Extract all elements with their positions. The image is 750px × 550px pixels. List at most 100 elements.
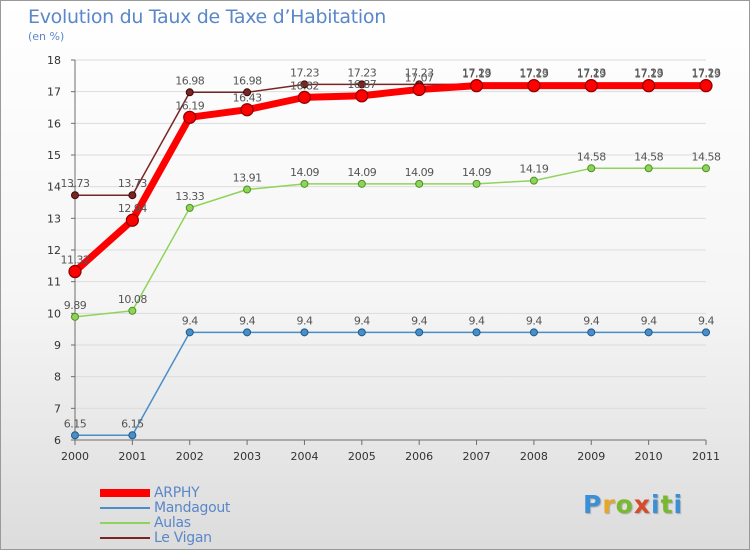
data-point-le-vigan <box>128 191 137 200</box>
data-point-mandagout <box>185 328 194 337</box>
legend-label-le-vigan: Le Vigan <box>154 530 212 546</box>
data-label-aulas: 14.58 <box>577 150 606 163</box>
y-tick-label: 6 <box>54 434 61 447</box>
data-label-mandagout: 6.15 <box>64 417 87 430</box>
data-label-arphy: 12.94 <box>118 202 147 215</box>
data-point-aulas <box>702 164 710 173</box>
data-point-le-vigan <box>71 191 79 200</box>
series-line-le-vigan <box>75 83 706 196</box>
data-point-aulas <box>128 306 137 315</box>
x-tick-label: 2000 <box>61 450 89 463</box>
series-line-mandagout <box>75 331 706 436</box>
legend-swatch-arphy <box>100 489 150 497</box>
data-point-aulas <box>529 176 538 185</box>
data-point-le-vigan <box>357 80 366 89</box>
data-label-arphy: 17.19 <box>577 68 606 81</box>
data-label-aulas: 10.08 <box>118 293 147 306</box>
data-label-le-vigan: 17.23 <box>577 66 606 79</box>
data-point-arphy <box>68 264 82 279</box>
x-tick-label: 2007 <box>463 450 491 463</box>
y-tick-label: 18 <box>47 54 61 67</box>
x-tick-label: 2009 <box>577 450 605 463</box>
data-label-le-vigan: 16.98 <box>233 74 262 87</box>
data-label-aulas: 14.09 <box>347 166 376 179</box>
y-tick-label: 9 <box>54 339 61 352</box>
data-label-arphy: 17.19 <box>462 68 491 81</box>
data-point-mandagout <box>702 328 710 337</box>
x-tick-label: 2003 <box>233 450 261 463</box>
data-label-le-vigan: 13.73 <box>118 177 147 190</box>
data-label-arphy: 17.19 <box>634 68 663 81</box>
data-label-arphy: 17.19 <box>692 68 721 81</box>
x-tick-label: 2011 <box>692 450 720 463</box>
y-tick-label: 16 <box>47 117 61 130</box>
data-point-aulas <box>357 179 366 188</box>
x-tick-label: 2008 <box>520 450 548 463</box>
data-point-arphy <box>125 213 139 227</box>
data-point-arphy <box>412 82 426 97</box>
y-tick-label: 14 <box>47 181 61 194</box>
data-point-aulas <box>300 179 309 188</box>
y-tick-label: 11 <box>47 276 61 289</box>
data-label-mandagout: 9.4 <box>698 314 714 327</box>
data-label-arphy: 16.87 <box>347 78 376 91</box>
x-tick-label: 2004 <box>290 450 318 463</box>
data-label-arphy: 16.19 <box>175 99 204 112</box>
data-point-arphy <box>642 79 656 93</box>
data-label-aulas: 9.89 <box>64 299 87 312</box>
data-label-mandagout: 9.4 <box>469 314 485 327</box>
data-label-mandagout: 9.4 <box>526 314 542 327</box>
data-label-aulas: 14.09 <box>405 166 434 179</box>
chart-unit-subtitle: (en %) <box>28 30 65 43</box>
data-label-aulas: 14.58 <box>634 150 663 163</box>
data-label-le-vigan: 17.23 <box>519 66 548 79</box>
data-point-arphy <box>699 79 713 93</box>
data-point-arphy <box>297 90 312 104</box>
data-label-le-vigan: 17.23 <box>462 66 491 79</box>
data-point-aulas <box>472 179 481 188</box>
x-tick-label: 2006 <box>405 450 433 463</box>
data-label-mandagout: 9.4 <box>182 314 198 327</box>
data-point-arphy <box>584 79 598 93</box>
data-label-le-vigan: 17.23 <box>405 66 434 79</box>
data-label-aulas: 14.58 <box>692 150 721 163</box>
data-label-mandagout: 9.4 <box>296 314 312 327</box>
data-label-mandagout: 9.4 <box>239 314 255 327</box>
data-label-le-vigan: 17.23 <box>692 66 721 79</box>
y-tick-label: 10 <box>47 307 61 320</box>
data-point-arphy <box>355 89 369 103</box>
legend-swatch-aulas <box>100 522 150 524</box>
data-point-mandagout <box>357 328 366 337</box>
y-tick-label: 17 <box>47 86 61 99</box>
x-tick-label: 2001 <box>118 450 146 463</box>
data-label-aulas: 14.09 <box>290 166 319 179</box>
data-point-aulas <box>587 164 596 173</box>
data-point-arphy <box>527 79 541 93</box>
legend-label-aulas: Aulas <box>154 515 191 531</box>
data-point-le-vigan <box>243 88 252 97</box>
data-point-mandagout <box>128 431 137 440</box>
data-point-aulas <box>71 312 79 321</box>
y-tick-label: 12 <box>47 244 61 257</box>
y-tick-label: 7 <box>54 402 61 415</box>
data-label-mandagout: 9.4 <box>354 314 370 327</box>
data-point-le-vigan <box>185 88 194 97</box>
x-tick-label: 2002 <box>176 450 204 463</box>
data-point-arphy <box>240 103 254 117</box>
x-tick-label: 2005 <box>348 450 376 463</box>
data-point-arphy <box>183 110 197 124</box>
data-label-mandagout: 9.4 <box>411 314 427 327</box>
data-point-mandagout <box>644 328 653 337</box>
data-point-arphy <box>469 79 484 93</box>
data-label-mandagout: 9.4 <box>641 314 657 327</box>
data-point-aulas <box>415 179 424 188</box>
data-label-le-vigan: 17.23 <box>347 66 376 79</box>
data-point-aulas <box>243 185 252 194</box>
data-label-le-vigan: 13.73 <box>61 177 90 190</box>
data-point-mandagout <box>587 328 596 337</box>
data-label-arphy: 16.43 <box>233 92 262 105</box>
proxiti-logo: Proxiti <box>583 490 684 519</box>
y-tick-label: 8 <box>54 371 61 384</box>
data-point-aulas <box>185 203 194 212</box>
